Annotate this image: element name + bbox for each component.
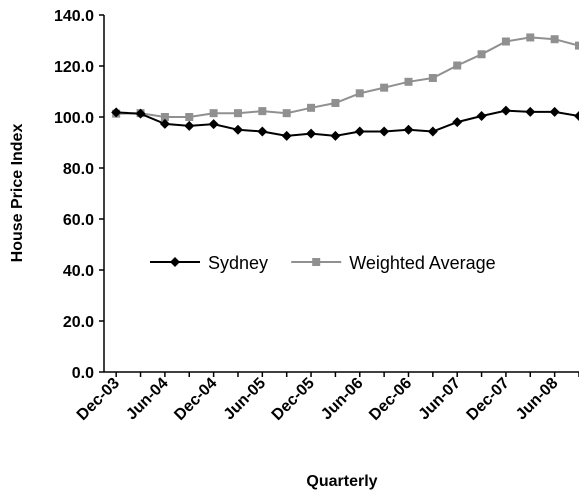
legend-entry: Weighted Average — [291, 253, 496, 273]
data-point — [403, 124, 414, 135]
x-tick-label: Dec-04 — [171, 375, 220, 424]
data-point — [170, 257, 180, 267]
x-tick-label: Jun-06 — [318, 375, 367, 424]
data-point — [501, 37, 510, 46]
data-point — [526, 33, 535, 42]
data-point — [452, 117, 463, 128]
data-point — [428, 73, 437, 82]
x-tick-label: Jun-05 — [221, 375, 270, 424]
x-axis-ticks: Dec-03 Jun-04 Dec-04 Jun-05 Dec-05 Jun-06 Dec-… — [74, 372, 579, 424]
legend-label: Weighted Average — [349, 253, 495, 273]
data-point — [477, 50, 486, 59]
y-tick-label: 0.0 — [72, 365, 94, 382]
data-point — [404, 77, 413, 86]
data-point — [500, 105, 511, 116]
legend-label: Sydney — [208, 253, 268, 273]
series-weighted-average — [112, 33, 579, 121]
data-point — [575, 41, 579, 50]
data-point — [355, 89, 364, 98]
y-tick-label: 120.0 — [54, 59, 94, 76]
data-point — [331, 98, 340, 107]
data-point — [549, 106, 560, 117]
series-layer — [111, 33, 579, 141]
data-point — [185, 113, 194, 121]
data-point — [453, 61, 462, 70]
data-point — [111, 107, 122, 118]
x-tick-label: Jun-07 — [416, 375, 465, 424]
y-tick-label: 20.0 — [63, 314, 94, 331]
x-tick-label: Dec-03 — [74, 375, 123, 424]
data-point — [379, 126, 390, 137]
legend-entry: Sydney — [150, 253, 268, 273]
data-point — [354, 126, 365, 137]
x-tick-label: Dec-07 — [464, 375, 513, 424]
data-point — [550, 35, 559, 44]
data-point — [160, 113, 169, 121]
data-point — [307, 103, 316, 112]
x-tick-label: Dec-06 — [366, 375, 415, 424]
data-point — [427, 126, 438, 137]
series-sydney — [111, 105, 579, 141]
data-point — [159, 118, 170, 129]
y-tick-label: 140.0 — [54, 8, 94, 25]
data-point — [476, 110, 487, 121]
axes — [103, 15, 579, 373]
data-point — [208, 119, 219, 130]
y-tick-label: 60.0 — [63, 212, 94, 229]
data-point — [574, 110, 579, 121]
series-line — [116, 36, 579, 118]
legend: Sydney Weighted Average — [150, 253, 496, 273]
data-point — [258, 107, 267, 116]
data-point — [306, 128, 317, 139]
x-axis-title: Quarterly — [306, 473, 377, 490]
y-axis-ticks: 0.0 20.0 40.0 60.0 80.0 100.0 120.0 140.0 — [54, 8, 104, 382]
x-tick-label: Jun-08 — [513, 375, 562, 424]
data-point — [525, 106, 536, 117]
data-point — [380, 83, 389, 92]
data-point — [184, 120, 195, 131]
y-tick-label: 40.0 — [63, 263, 94, 280]
data-point — [233, 109, 242, 118]
data-point — [312, 258, 321, 266]
data-point — [135, 108, 146, 119]
y-axis-title: House Price Index — [9, 124, 26, 263]
x-tick-label: Jun-04 — [123, 375, 172, 424]
data-point — [281, 130, 292, 141]
data-point — [282, 109, 291, 118]
data-point — [330, 130, 341, 141]
data-point — [209, 109, 218, 118]
y-tick-label: 80.0 — [63, 161, 94, 178]
x-tick-label: Dec-05 — [269, 375, 318, 424]
data-point — [257, 126, 268, 137]
y-tick-label: 100.0 — [54, 110, 94, 127]
data-point — [232, 124, 243, 135]
